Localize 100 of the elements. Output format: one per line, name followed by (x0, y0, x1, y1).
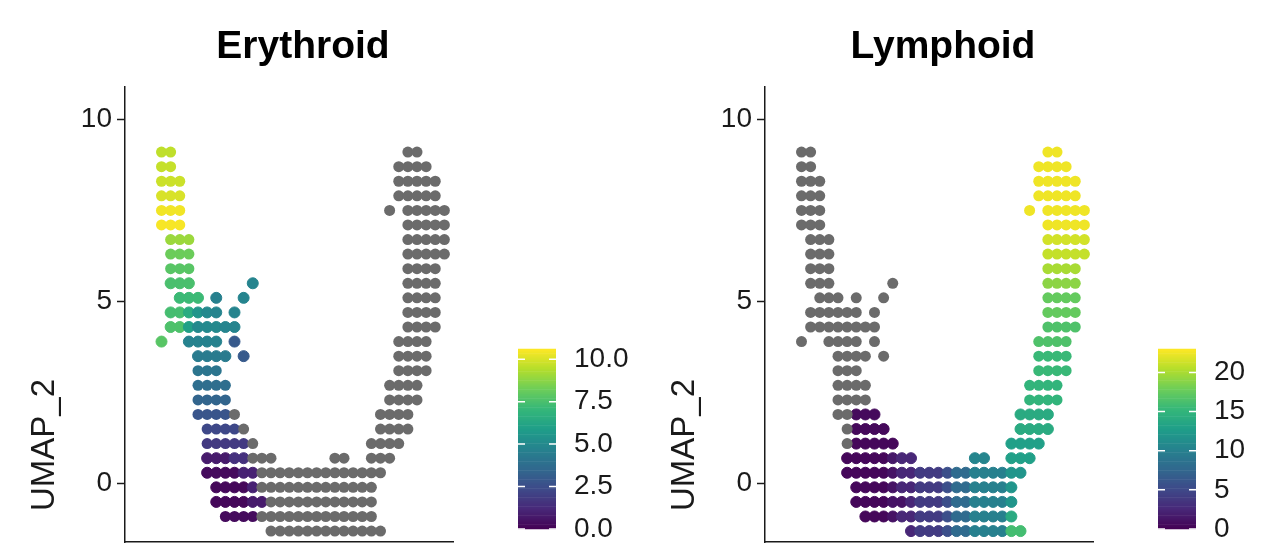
point (174, 175, 186, 187)
point (156, 161, 167, 173)
point (869, 306, 880, 318)
point (805, 234, 817, 246)
point (420, 365, 432, 377)
point (1060, 204, 1072, 216)
point (402, 234, 414, 246)
point (375, 408, 386, 420)
point (219, 350, 232, 363)
point (1060, 263, 1072, 275)
point (420, 306, 432, 318)
point (274, 481, 286, 493)
point (174, 204, 186, 216)
point (393, 336, 405, 348)
point (1024, 204, 1036, 216)
point (429, 306, 441, 318)
point (823, 336, 835, 348)
point (1060, 336, 1072, 348)
color-bar-label: 20 (1214, 355, 1246, 387)
point (365, 481, 377, 493)
point (1005, 495, 1018, 508)
point (1051, 306, 1063, 318)
point (1069, 292, 1081, 304)
point (1078, 248, 1090, 260)
point (201, 438, 213, 450)
point (174, 263, 186, 275)
point (1060, 161, 1072, 173)
point (796, 161, 807, 173)
color-bar-label: 10 (1214, 433, 1246, 465)
point (1042, 394, 1054, 406)
point (402, 277, 414, 289)
point (247, 510, 259, 522)
point (1042, 277, 1054, 289)
point (1051, 204, 1063, 216)
point (1069, 204, 1081, 216)
point (302, 510, 313, 522)
point (420, 234, 432, 246)
point (192, 291, 204, 304)
point (338, 452, 350, 464)
point (420, 161, 432, 173)
point (438, 204, 450, 216)
point (210, 291, 223, 304)
point (886, 510, 899, 523)
point (850, 365, 862, 377)
point (1042, 350, 1054, 362)
point (156, 190, 167, 202)
color-bar-label: 5 (1214, 472, 1230, 504)
point (238, 423, 250, 435)
point (402, 292, 414, 304)
point (1033, 190, 1045, 202)
point (365, 467, 377, 479)
point (165, 190, 177, 202)
point (302, 481, 313, 493)
point (832, 306, 844, 318)
point (878, 292, 890, 304)
point (338, 510, 350, 522)
point (402, 306, 414, 318)
point (292, 481, 304, 493)
point (420, 350, 432, 362)
point (1042, 379, 1054, 391)
point (165, 234, 177, 246)
point (814, 234, 826, 246)
point (156, 204, 167, 216)
point (320, 510, 332, 522)
color-bar-label: 0.0 (574, 511, 613, 543)
point (256, 452, 268, 464)
point (402, 394, 414, 406)
point (805, 306, 817, 318)
point (429, 277, 441, 289)
point (210, 379, 222, 391)
point (302, 467, 313, 479)
point (814, 175, 826, 187)
point (402, 161, 414, 173)
point (832, 336, 844, 348)
point (384, 204, 396, 216)
point (265, 510, 277, 522)
point (210, 335, 223, 348)
point (1051, 394, 1063, 406)
y-tick-label: 10 (720, 102, 752, 134)
point (247, 452, 259, 464)
point (832, 292, 844, 304)
point (183, 263, 195, 275)
point (411, 306, 423, 318)
y-axis-title: UMAP_2 (24, 378, 62, 512)
point (1033, 336, 1045, 348)
point (165, 161, 177, 173)
point (402, 379, 414, 391)
point (393, 190, 405, 202)
point (229, 510, 240, 522)
point (165, 146, 177, 158)
point (878, 350, 890, 362)
color-bar-label: 10.0 (574, 341, 629, 373)
point (1005, 481, 1018, 494)
point (210, 306, 223, 319)
point (201, 379, 213, 391)
point (228, 335, 241, 348)
point (1069, 277, 1081, 289)
point (219, 510, 231, 522)
point (356, 510, 368, 522)
point (1051, 146, 1063, 158)
